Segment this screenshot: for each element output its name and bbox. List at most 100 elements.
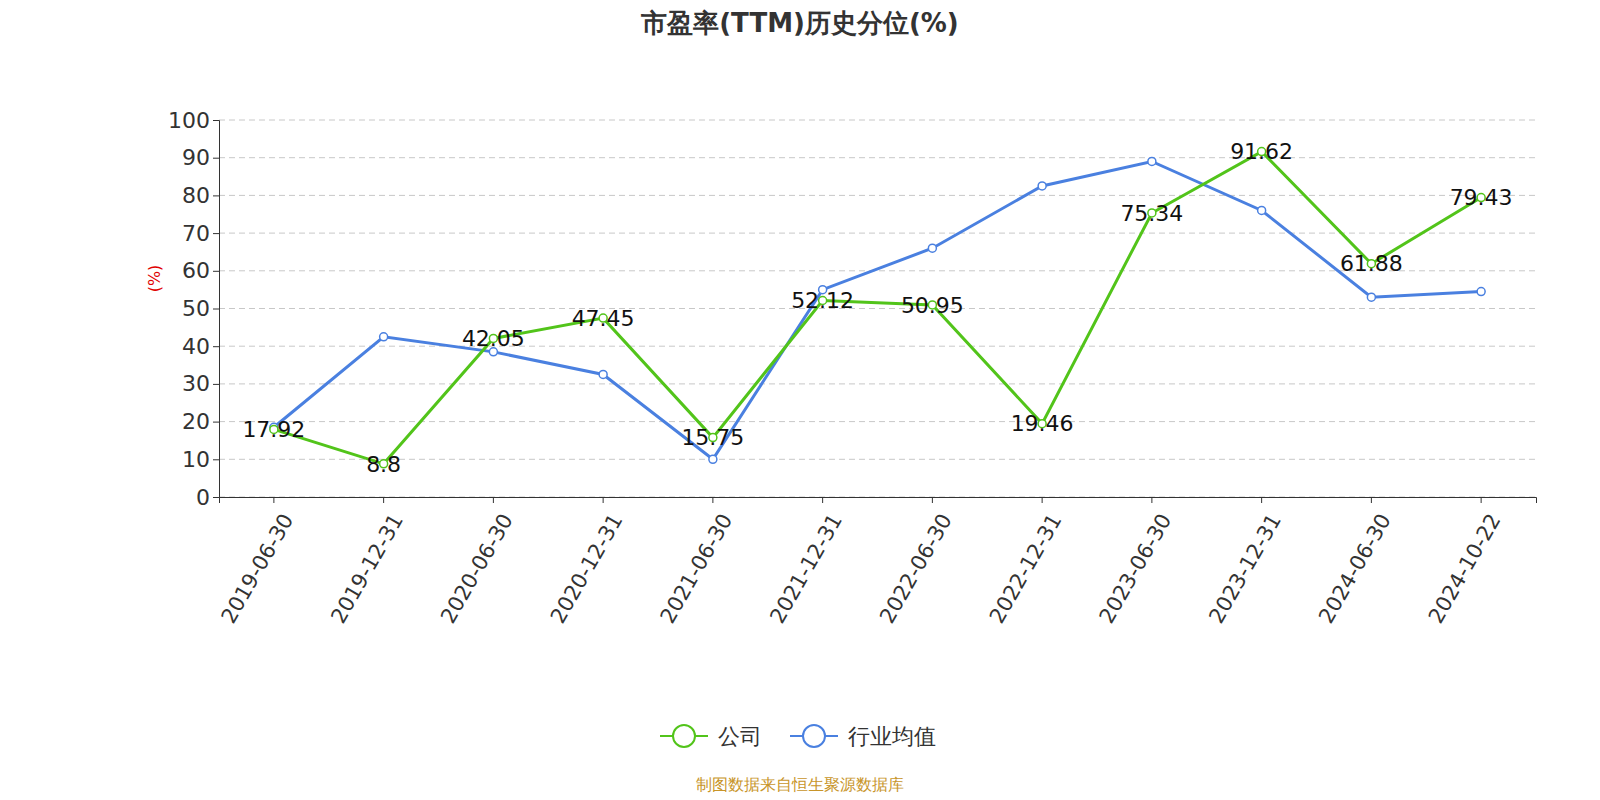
- grid-line: [219, 459, 1536, 460]
- tick: 20: [182, 409, 219, 434]
- tick-mark: [213, 195, 219, 196]
- tick-label: 80: [182, 183, 210, 208]
- grid-line: [219, 157, 1536, 158]
- marker: [1477, 288, 1485, 296]
- marker: [599, 370, 607, 378]
- tick-label: 2022-06-30: [875, 510, 957, 628]
- tick-mark: [213, 233, 219, 234]
- tick-mark: [213, 497, 219, 498]
- data-label: 8.8: [366, 452, 401, 477]
- tick-mark: [1042, 497, 1043, 503]
- tick-label: 0: [196, 485, 210, 510]
- marker: [709, 455, 717, 463]
- data-label: 17.92: [242, 417, 305, 442]
- legend: 公司 行业均值: [660, 724, 936, 749]
- data-label: 50.95: [901, 293, 964, 318]
- tick-label: 2024-06-30: [1314, 510, 1396, 628]
- tick-label: 90: [182, 145, 210, 170]
- tick-label: 10: [182, 447, 210, 472]
- tick: 2021-06-30: [656, 497, 738, 627]
- tick-label: 2024-10-22: [1424, 510, 1506, 628]
- tick: 2021-12-31: [765, 497, 847, 627]
- tick-mark: [213, 120, 219, 121]
- tick-mark: [493, 497, 494, 503]
- series-line: [274, 152, 1481, 464]
- plot-area: [270, 148, 1485, 468]
- tick: 40: [182, 334, 219, 359]
- data-label: 47.45: [572, 306, 635, 331]
- markers: [270, 157, 1485, 463]
- tick: 2020-12-31: [546, 497, 628, 627]
- tick: 2020-06-30: [436, 497, 518, 627]
- tick: 2022-06-30: [875, 497, 957, 627]
- tick-mark: [213, 271, 219, 272]
- tick-mark: [213, 459, 219, 460]
- tick-label: 2023-06-30: [1095, 510, 1177, 628]
- source-note: 制图数据来自恒生聚源数据库: [696, 775, 904, 794]
- tick-mark: [213, 422, 219, 423]
- data-label: 15.75: [681, 425, 744, 450]
- tick: 10: [182, 447, 219, 472]
- tick: 90: [182, 145, 219, 170]
- tick-label: 50: [182, 296, 210, 321]
- legend-marker: [673, 725, 695, 747]
- data-label: 42.05: [462, 326, 525, 351]
- data-labels: 17.92 8.8 42.05 47.45 15.75 52.12 50.95 19.46 75…: [242, 139, 1512, 476]
- tick-mark: [213, 158, 219, 159]
- data-label: 79.43: [1450, 185, 1513, 210]
- grid-line: [219, 421, 1536, 422]
- tick-label: 2023-12-31: [1204, 510, 1286, 628]
- tick-mark: [1261, 497, 1262, 503]
- tick: 60: [182, 258, 219, 283]
- marker: [928, 244, 936, 252]
- legend-item: 行业均值: [790, 724, 936, 749]
- tick: 2024-06-30: [1314, 497, 1396, 627]
- tick: 2019-06-30: [217, 497, 299, 627]
- legend-item: 公司: [660, 724, 762, 749]
- tick-mark: [1371, 497, 1372, 503]
- tick: 70: [182, 221, 219, 246]
- tick: 80: [182, 183, 219, 208]
- tick-mark: [213, 384, 219, 385]
- tick-label: 40: [182, 334, 210, 359]
- y-axis: 0 10 20 30 40 50 60 70 80 90 100: [168, 108, 220, 510]
- data-label: 19.46: [1011, 411, 1074, 436]
- tick-mark: [1481, 497, 1482, 503]
- tick-mark: [383, 497, 384, 503]
- grid-line: [219, 346, 1536, 347]
- tick-label: 2022-12-31: [985, 510, 1067, 628]
- grid-line: [219, 233, 1536, 234]
- tick-mark: [1151, 497, 1152, 503]
- data-label: 75.34: [1120, 201, 1183, 226]
- tick-label: 2019-12-31: [326, 510, 408, 628]
- data-label: 91.62: [1230, 139, 1293, 164]
- tick: 30: [182, 371, 219, 396]
- tick: 2023-12-31: [1204, 497, 1286, 627]
- tick-mark: [213, 309, 219, 310]
- grid: [219, 120, 1536, 497]
- legend-label: 行业均值: [848, 724, 936, 749]
- grid-line: [219, 120, 1536, 121]
- tick: 100: [168, 108, 219, 133]
- tick-label: 2021-12-31: [765, 510, 847, 628]
- tick-label: 2020-12-31: [546, 510, 628, 628]
- marker: [1038, 182, 1046, 190]
- tick-label: 30: [182, 371, 210, 396]
- tick: 2023-06-30: [1095, 497, 1177, 627]
- marker: [1367, 293, 1375, 301]
- tick-mark: [712, 497, 713, 503]
- title: 市盈率(TTM)历史分位(%): [640, 8, 959, 38]
- tick-label: 2019-06-30: [217, 510, 299, 628]
- tick: 2022-12-31: [985, 497, 1067, 627]
- tick-mark: [273, 497, 274, 503]
- x-axis: 2019-06-30 2019-12-31 2020-06-30 2020-12-31…: [217, 497, 1537, 627]
- axis-line: [220, 498, 1537, 504]
- axis-title: (%): [145, 265, 164, 293]
- tick-label: 60: [182, 258, 210, 283]
- marker: [380, 333, 388, 341]
- marker: [1148, 157, 1156, 165]
- tick-mark: [822, 497, 823, 503]
- legend-marker: [803, 725, 825, 747]
- tick-label: 2021-06-30: [656, 510, 738, 628]
- data-label: 52.12: [791, 288, 854, 313]
